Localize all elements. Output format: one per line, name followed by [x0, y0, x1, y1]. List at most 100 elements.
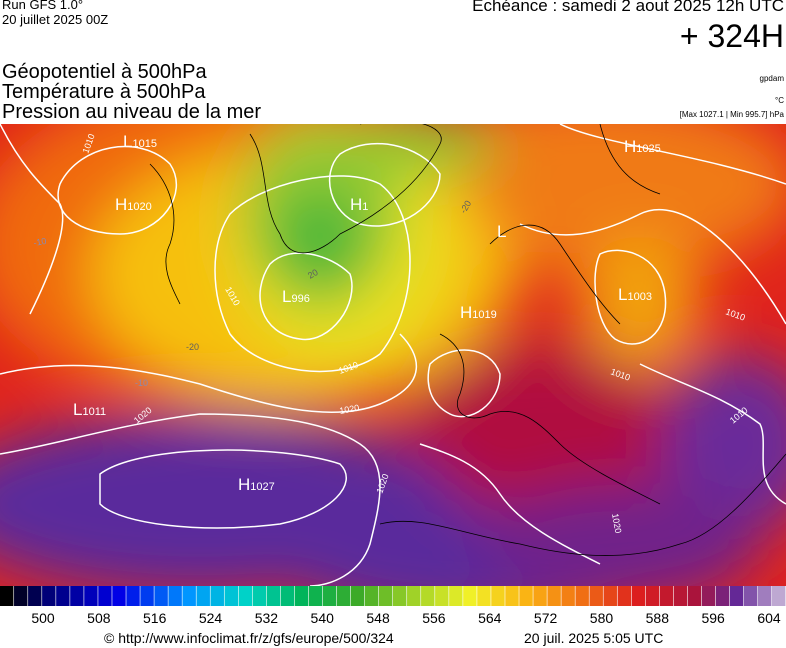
center-letter: L — [618, 285, 627, 304]
colorbar-cell — [294, 586, 309, 606]
valid-time: Echéance : samedi 2 aout 2025 12h UTC — [472, 0, 784, 15]
center-value: 1027 — [250, 481, 274, 493]
colorbar-cell — [322, 586, 337, 606]
colorbar-label: 548 — [366, 610, 390, 626]
isobars — [0, 124, 786, 586]
unit: gpdam — [759, 74, 784, 83]
colorbar-cell — [280, 586, 295, 606]
colorbar-cell — [182, 586, 196, 606]
issued-time: 20 juil. 2025 5:05 UTC — [524, 630, 664, 646]
colorbar-cell — [168, 586, 182, 606]
contour-label: 1020 — [610, 513, 623, 534]
contour-label: -10 — [135, 378, 148, 388]
colorbar-cell — [673, 586, 688, 606]
colorbar-cell — [70, 586, 84, 606]
colorbar-cell — [771, 586, 786, 606]
unit: °C — [775, 96, 784, 105]
colorbar-label: 596 — [701, 610, 725, 626]
colorbar-cell — [435, 586, 449, 606]
colorbar-cell — [364, 586, 379, 606]
colorbar-cell — [575, 586, 589, 606]
field: Géopotentiel à 500hPa — [2, 61, 207, 83]
center-letter: L — [282, 287, 291, 306]
center-value: 996 — [291, 293, 309, 305]
field: Température à 500hPa — [2, 81, 206, 103]
colorbar-cell — [645, 586, 660, 606]
lead-time: + 324H — [679, 18, 784, 54]
colorbar-cell — [701, 586, 716, 606]
colorbar-cell — [547, 586, 561, 606]
pressure-center: L1011 — [73, 400, 106, 419]
colorbar-cell — [28, 586, 42, 606]
center-value: 1020 — [127, 201, 151, 213]
colorbar-cell — [687, 586, 702, 606]
colorbar-cell — [112, 586, 126, 606]
pressure-center: L996 — [282, 287, 310, 306]
pressure-center: L — [497, 222, 506, 241]
colorbar-cell — [378, 586, 393, 606]
colorbar-label: 564 — [478, 610, 502, 626]
center-letter: L — [73, 400, 82, 419]
colorbar-cell — [505, 586, 519, 606]
pressure-center: H1019 — [460, 303, 497, 322]
colorbar-label: 604 — [757, 610, 781, 626]
center-value: 1011 — [82, 406, 106, 418]
center-letter: L — [123, 132, 132, 151]
pressure-center: H1027 — [238, 475, 275, 494]
center-letter: H — [350, 195, 362, 214]
source-url: © http://www.infoclimat.fr/z/gfs/europe/… — [104, 630, 394, 646]
colorbar-cell — [210, 586, 224, 606]
center-value: 1025 — [636, 143, 660, 155]
colorbar-cell — [617, 586, 632, 606]
colorbar-label: 588 — [646, 610, 670, 626]
colorbar-label: 524 — [199, 610, 223, 626]
colorbar-cell — [196, 586, 210, 606]
center-value: 1019 — [472, 309, 496, 321]
colorbar-cell — [56, 586, 70, 606]
colorbar-cell — [589, 586, 603, 606]
run: Run GFS 1.0° — [2, 0, 84, 12]
field: Pression au niveau de la mer — [2, 101, 262, 123]
colorbar: 500 508 516 524 532 540 548 556 564 572 580 588 596 6… — [0, 586, 786, 626]
colorbar-cell — [0, 586, 14, 606]
colorbar-cell — [757, 586, 772, 606]
pressure-center: L1003 — [618, 285, 652, 304]
contour-label: 20 — [306, 267, 320, 281]
colorbar-label: 500 — [31, 610, 55, 626]
contour-label: -20 — [186, 342, 199, 352]
center-letter: H — [460, 303, 472, 322]
run-date: 20 juillet 2025 00Z — [2, 12, 109, 27]
colorbar-cell — [308, 586, 323, 606]
colorbar-cell — [743, 586, 758, 606]
colorbar-label: 508 — [87, 610, 111, 626]
center-value: 1 — [362, 201, 368, 213]
colorbar-cell — [491, 586, 505, 606]
colorbar-cell — [603, 586, 617, 606]
colorbar-cell — [336, 586, 351, 606]
colorbar-cell — [393, 586, 407, 606]
colorbar-label: 540 — [311, 610, 335, 626]
pressure-center: H1020 — [115, 195, 152, 214]
colorbar-label: 556 — [422, 610, 446, 626]
colorbar-cell — [84, 586, 98, 606]
pressure-center: H1025 — [624, 137, 661, 156]
center-letter: H — [238, 475, 250, 494]
colorbar-cell — [519, 586, 533, 606]
colorbar-cell — [449, 586, 463, 606]
colorbar-label: 572 — [534, 610, 558, 626]
colorbar-cell — [729, 586, 744, 606]
colorbar-cell — [631, 586, 646, 606]
colorbar-cell — [14, 586, 28, 606]
pressure-center: H1 — [350, 195, 368, 214]
colorbar-cell — [533, 586, 547, 606]
colorbar-cell — [407, 586, 421, 606]
center-value: 1015 — [132, 138, 156, 150]
colorbar-cell — [252, 586, 267, 606]
colorbar-cell — [659, 586, 674, 606]
colorbar-cell — [266, 586, 281, 606]
contour-label: -10 — [33, 236, 48, 248]
colorbar-cell — [42, 586, 56, 606]
colorbar-cell — [98, 586, 112, 606]
